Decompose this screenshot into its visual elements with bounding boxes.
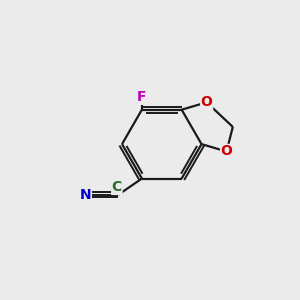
- Text: O: O: [201, 95, 213, 109]
- Text: N: N: [80, 188, 91, 202]
- Text: C: C: [112, 180, 122, 194]
- Text: O: O: [220, 145, 232, 158]
- Text: F: F: [137, 90, 147, 104]
